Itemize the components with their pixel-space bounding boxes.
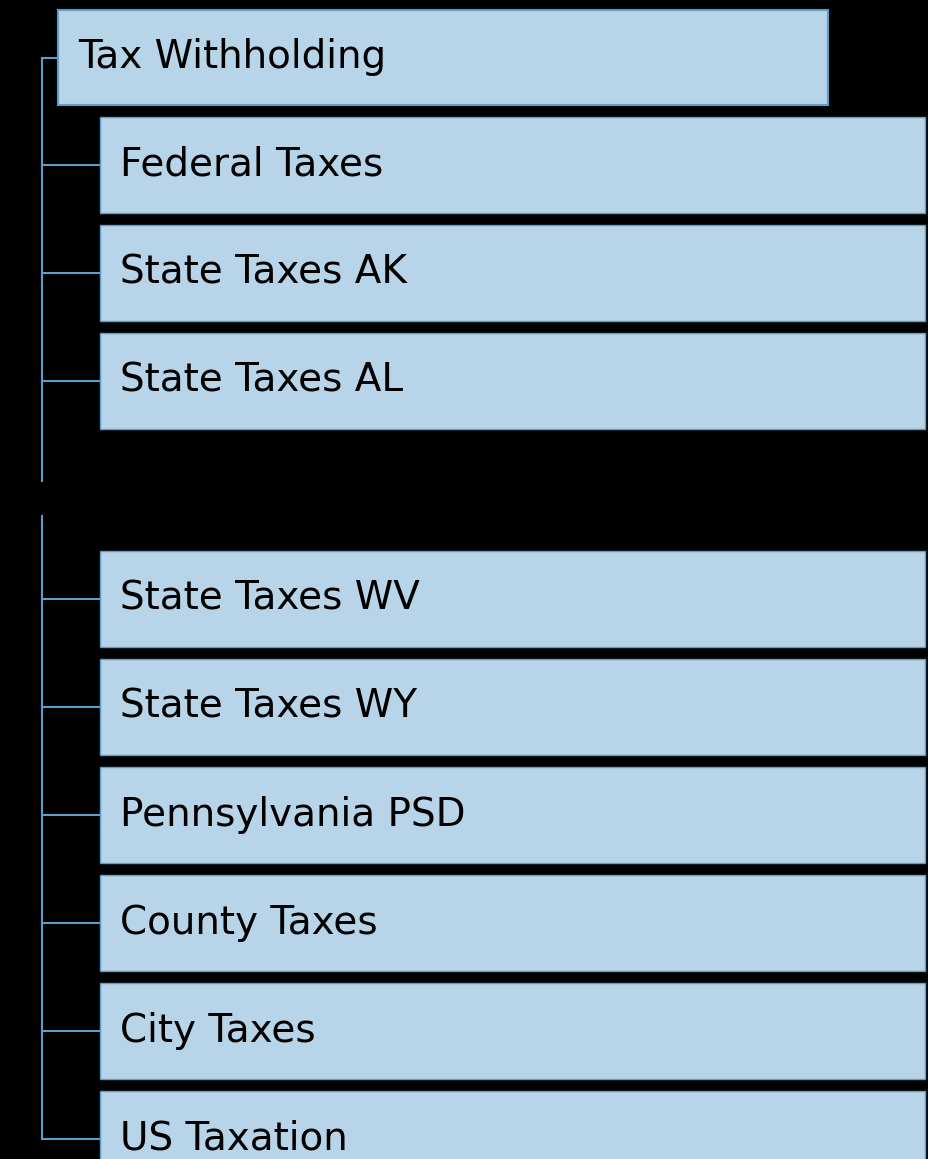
Text: City Taxes: City Taxes xyxy=(120,1012,316,1050)
Bar xyxy=(100,225,924,321)
Bar xyxy=(100,117,924,213)
Bar xyxy=(100,659,924,755)
Text: US Taxation: US Taxation xyxy=(120,1120,347,1158)
Bar xyxy=(100,875,924,971)
Bar xyxy=(100,333,924,429)
Bar xyxy=(100,1091,924,1159)
Bar xyxy=(58,10,827,105)
Text: County Taxes: County Taxes xyxy=(120,904,377,942)
Text: State Taxes WV: State Taxes WV xyxy=(120,580,419,618)
Bar xyxy=(100,983,924,1079)
Text: Pennsylvania PSD: Pennsylvania PSD xyxy=(120,796,465,834)
Bar xyxy=(100,551,924,647)
Text: Federal Taxes: Federal Taxes xyxy=(120,146,383,184)
Text: Tax Withholding: Tax Withholding xyxy=(78,38,386,76)
Text: State Taxes AK: State Taxes AK xyxy=(120,254,406,292)
Bar xyxy=(100,767,924,863)
Text: State Taxes WY: State Taxes WY xyxy=(120,688,417,726)
Text: State Taxes AL: State Taxes AL xyxy=(120,362,403,400)
